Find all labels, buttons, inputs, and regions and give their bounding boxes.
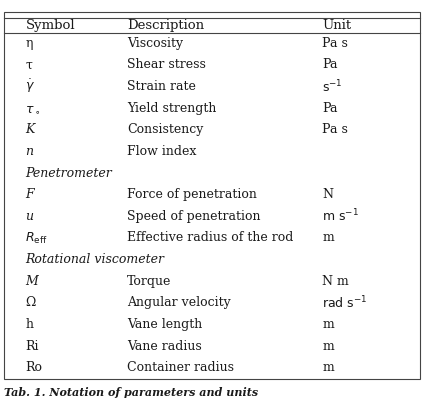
Text: N m: N m <box>322 275 349 288</box>
Text: Consistency: Consistency <box>127 123 204 136</box>
Text: τ: τ <box>25 59 32 72</box>
Text: Rotational viscometer: Rotational viscometer <box>25 253 165 266</box>
Text: Pa s: Pa s <box>322 37 348 50</box>
Text: $\mathrm{m\ s}^{-1}$: $\mathrm{m\ s}^{-1}$ <box>322 208 359 225</box>
Text: Pa: Pa <box>322 59 338 72</box>
Text: Symbol: Symbol <box>25 19 75 32</box>
Text: Yield strength: Yield strength <box>127 102 217 115</box>
Text: Viscosity: Viscosity <box>127 37 183 50</box>
Text: Torque: Torque <box>127 275 172 288</box>
Text: u: u <box>25 210 33 223</box>
Text: Ri: Ri <box>25 339 39 352</box>
Text: Container radius: Container radius <box>127 361 234 374</box>
Text: h: h <box>25 318 33 331</box>
Text: $R_{\mathrm{eff}}$: $R_{\mathrm{eff}}$ <box>25 230 48 245</box>
Text: m: m <box>322 339 334 352</box>
Text: $\mathrm{s}^{-1}$: $\mathrm{s}^{-1}$ <box>322 78 343 95</box>
Text: K: K <box>25 123 35 136</box>
Text: Force of penetration: Force of penetration <box>127 188 257 201</box>
Text: n: n <box>25 145 33 158</box>
Text: Strain rate: Strain rate <box>127 80 196 93</box>
Text: Penetrometer: Penetrometer <box>25 166 112 179</box>
Bar <box>4 12 420 379</box>
Text: $\mathrm{rad\ s}^{-1}$: $\mathrm{rad\ s}^{-1}$ <box>322 295 368 311</box>
Text: Unit: Unit <box>322 19 351 32</box>
Text: F: F <box>25 188 34 201</box>
Text: Flow index: Flow index <box>127 145 197 158</box>
Text: Pa s: Pa s <box>322 123 348 136</box>
Text: N: N <box>322 188 333 201</box>
Text: m: m <box>322 232 334 245</box>
Text: Pa: Pa <box>322 102 338 115</box>
Text: $\tau_\circ$: $\tau_\circ$ <box>25 102 41 115</box>
Text: Angular velocity: Angular velocity <box>127 296 231 309</box>
Text: Ro: Ro <box>25 361 42 374</box>
Text: Ω: Ω <box>25 296 36 309</box>
Text: m: m <box>322 361 334 374</box>
Text: Description: Description <box>127 19 204 32</box>
Text: Vane length: Vane length <box>127 318 202 331</box>
Text: Effective radius of the rod: Effective radius of the rod <box>127 232 293 245</box>
Text: Vane radius: Vane radius <box>127 339 202 352</box>
Text: Tab. 1. Notation of parameters and units: Tab. 1. Notation of parameters and units <box>4 387 258 398</box>
Text: m: m <box>322 318 334 331</box>
Text: η: η <box>25 37 33 50</box>
Text: Speed of penetration: Speed of penetration <box>127 210 261 223</box>
Text: M: M <box>25 275 38 288</box>
Text: $\dot{\gamma}$: $\dot{\gamma}$ <box>25 78 35 95</box>
Text: Shear stress: Shear stress <box>127 59 206 72</box>
